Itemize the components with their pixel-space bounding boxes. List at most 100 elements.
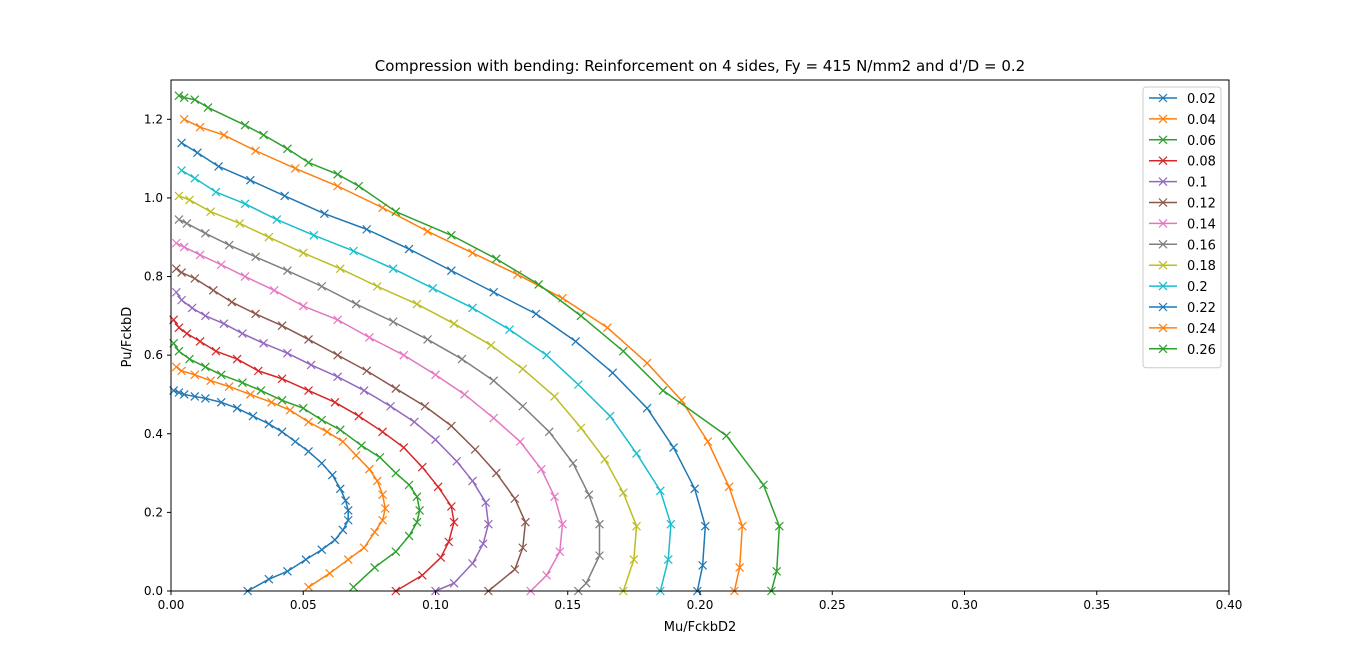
data-point [351, 450, 361, 460]
x-axis: 0.00 0.05 0.10 0.15 0.20 0.25 0.30 0.35 0.40 [158, 591, 1243, 612]
data-point [449, 319, 459, 329]
series-0.18 [174, 191, 641, 596]
data-point [470, 445, 480, 454]
data-point [237, 378, 247, 388]
legend-entry: 0.02 [1149, 92, 1216, 107]
data-point [423, 335, 432, 344]
data-point [200, 228, 210, 238]
data-point [584, 490, 594, 500]
legend-entry: 0.1 [1149, 176, 1208, 191]
y-tick-label: 0.0 [144, 584, 163, 598]
data-point [478, 539, 488, 549]
data-point [391, 468, 401, 478]
data-point [190, 370, 200, 380]
data-point [412, 517, 422, 527]
data-point [335, 425, 345, 435]
legend-marker [1158, 156, 1168, 166]
data-point [240, 272, 250, 281]
data-point [333, 350, 343, 360]
data-point [521, 517, 530, 527]
data-point [282, 144, 292, 154]
data-point [558, 519, 567, 529]
data-point [203, 103, 213, 112]
data-point [513, 270, 522, 279]
data-point [666, 519, 676, 529]
legend-label: 0.1 [1187, 176, 1208, 191]
x-tick-label: 0.25 [819, 598, 846, 612]
data-point [214, 162, 224, 171]
data-point [372, 476, 382, 486]
data-point [304, 158, 313, 167]
y-axis: 0.0 0.2 0.4 0.6 0.8 1.0 1.2 [144, 112, 171, 598]
data-point [449, 517, 459, 527]
x-tick-label: 0.15 [554, 598, 581, 612]
data-point [177, 138, 187, 148]
data-point [309, 230, 319, 240]
data-point [359, 386, 369, 395]
data-point [370, 562, 380, 572]
data-point [700, 521, 710, 531]
legend-label: 0.12 [1187, 197, 1216, 212]
data-point [595, 519, 604, 529]
data-point [174, 91, 184, 101]
data-point [534, 279, 544, 289]
data-point [412, 492, 422, 502]
legend-marker [1158, 135, 1168, 145]
data-point [277, 321, 287, 331]
data-point [251, 146, 261, 156]
data-point [446, 230, 456, 240]
data-point [399, 350, 409, 360]
y-tick-label: 1.0 [144, 191, 163, 205]
data-point [518, 543, 528, 553]
data-point [491, 254, 501, 264]
series-0.04 [171, 362, 390, 592]
data-point [216, 397, 226, 407]
series-0.14 [171, 238, 567, 596]
data-point [735, 562, 745, 572]
data-point [446, 266, 456, 276]
data-point [224, 240, 234, 250]
series-0.12 [171, 264, 530, 596]
data-point [179, 242, 189, 252]
data-point [333, 169, 343, 179]
data-point [179, 114, 189, 124]
data-point [317, 415, 327, 425]
data-point [774, 521, 784, 531]
data-point [600, 454, 610, 464]
data-point [404, 480, 414, 490]
data-point [322, 427, 332, 437]
data-point [375, 452, 385, 462]
data-point [354, 181, 364, 191]
x-tick-label: 0.40 [1216, 598, 1243, 612]
data-point [177, 366, 187, 376]
data-point [171, 238, 181, 248]
legend-entry: 0.18 [1149, 259, 1216, 274]
data-point [325, 568, 335, 578]
data-point [349, 582, 358, 592]
data-point [256, 386, 266, 395]
data-point [423, 226, 432, 236]
y-axis-label: Pu/FckbD [120, 307, 135, 368]
data-point [431, 370, 440, 380]
data-point [301, 555, 311, 564]
data-point [608, 368, 618, 378]
data-point [341, 496, 350, 506]
data-point [219, 130, 229, 140]
data-point [179, 93, 189, 103]
series-0.24 [179, 114, 747, 596]
x-tick-label: 0.10 [422, 598, 449, 612]
data-point [370, 527, 380, 537]
data-point [282, 348, 292, 358]
data-point [364, 464, 374, 474]
data-point [174, 191, 184, 201]
data-point [304, 447, 313, 456]
data-point [542, 350, 552, 360]
series-0.16 [174, 215, 604, 596]
data-point [177, 295, 187, 305]
data-point [354, 411, 364, 421]
legend-entry: 0.26 [1149, 343, 1216, 358]
data-point [518, 364, 528, 374]
legend-label: 0.2 [1187, 280, 1208, 295]
data-point [272, 215, 282, 224]
series-line [178, 95, 781, 592]
